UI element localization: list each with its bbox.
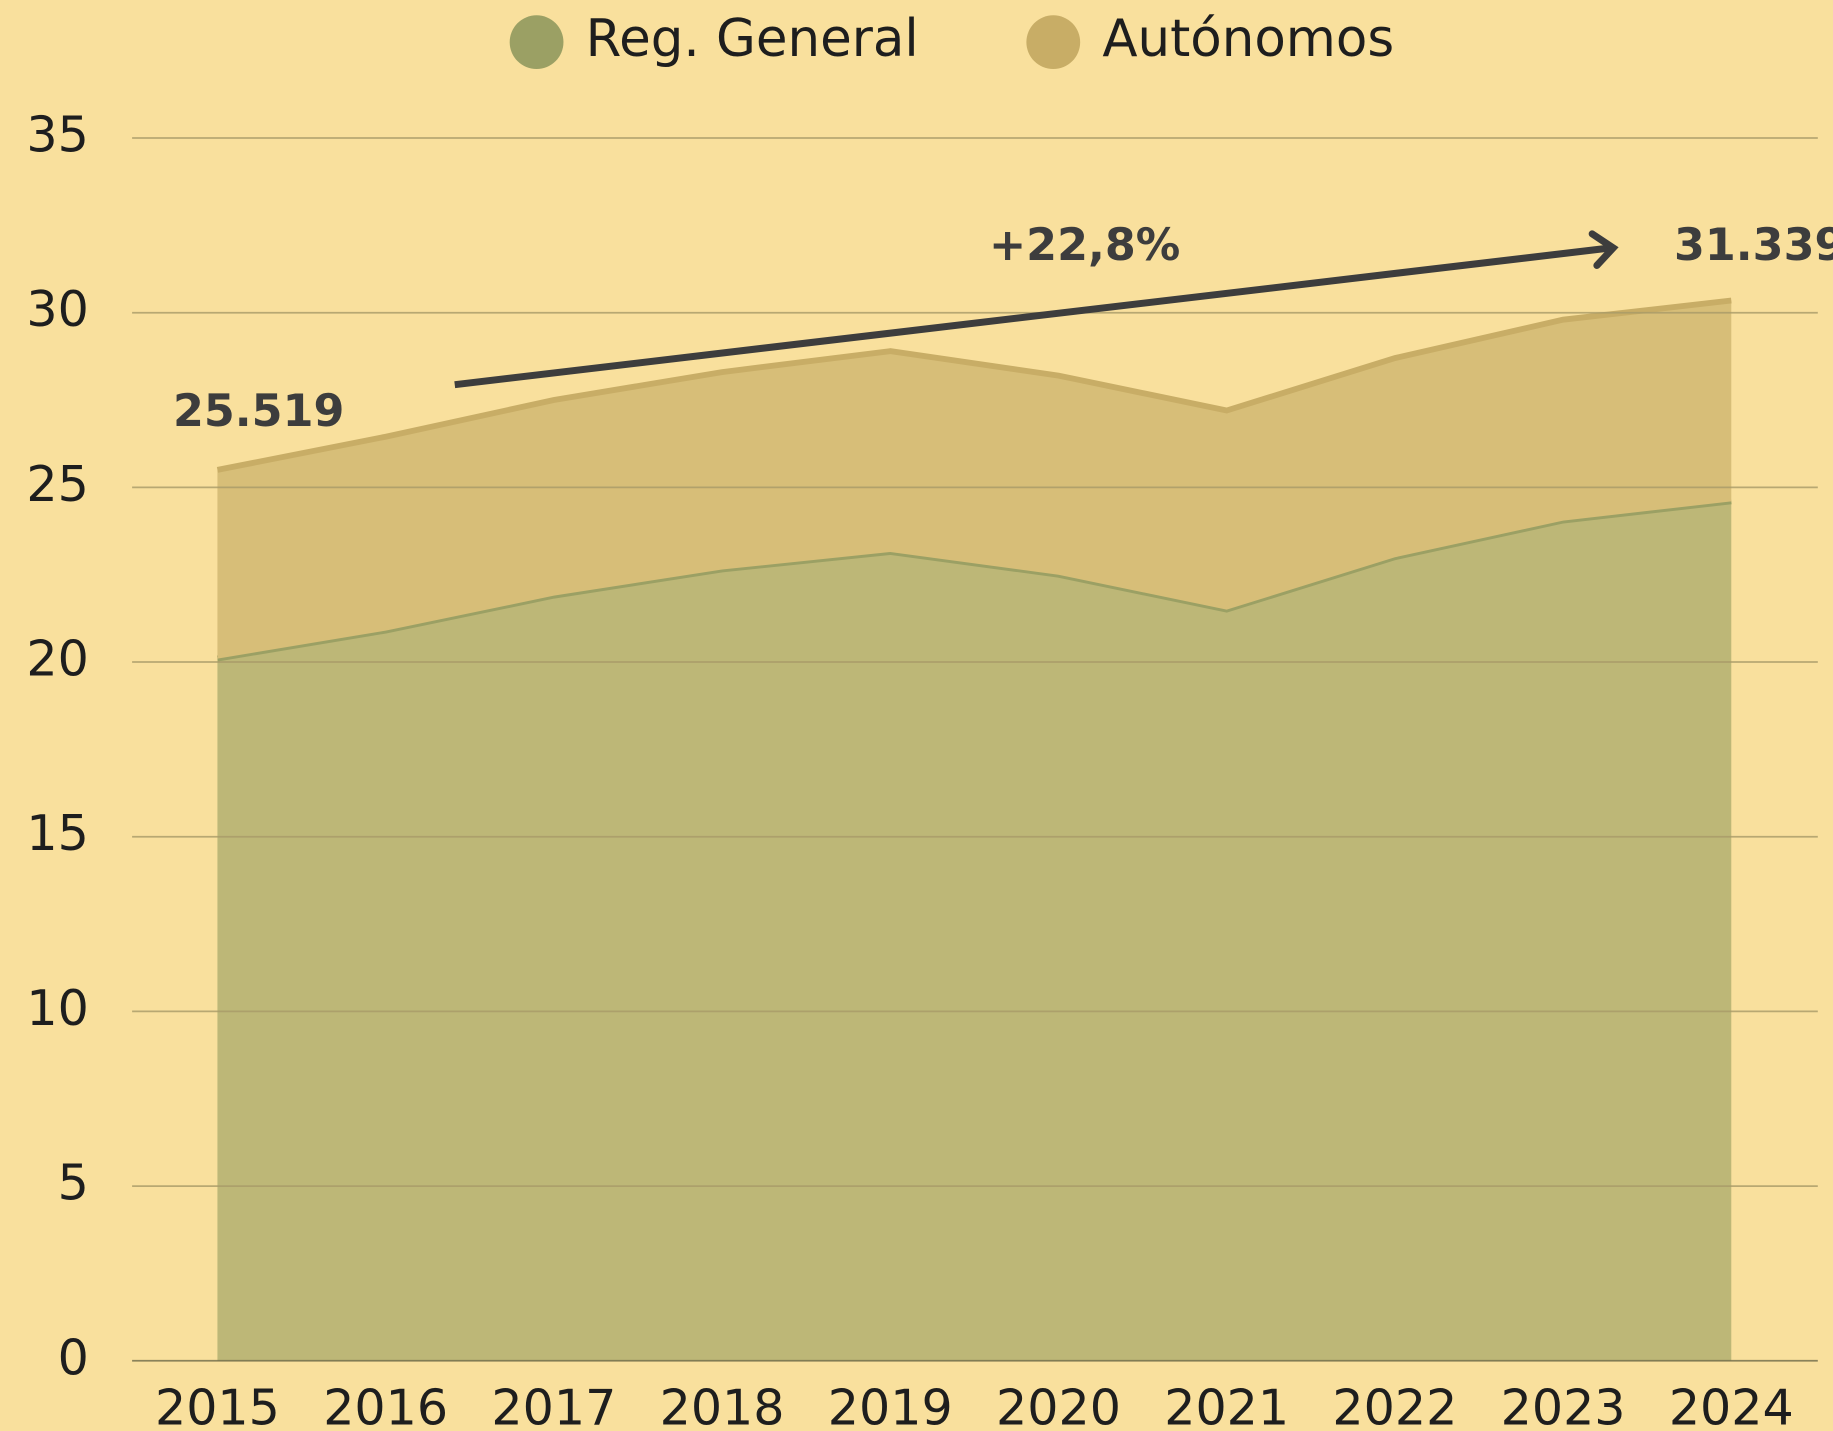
plot [132, 137, 1818, 1362]
legend-swatch [509, 15, 564, 70]
legend-label: Autónomos [1102, 9, 1394, 69]
x-tick-label: 2017 [491, 1379, 616, 1431]
x-tick-label: 2016 [323, 1379, 448, 1431]
x-tick-label: 2022 [1332, 1379, 1457, 1431]
x-tick-label: 2023 [1501, 1379, 1626, 1431]
annotation: 25.519 [173, 386, 344, 437]
area [217, 300, 1732, 659]
trend-arrow [454, 244, 1612, 389]
legend-swatch [1026, 15, 1081, 70]
y-tick-label: 30 [26, 280, 88, 338]
area-line [216, 297, 1732, 473]
x-tick-label: 2021 [1164, 1379, 1289, 1431]
x-tick-label: 2019 [828, 1379, 953, 1431]
y-tick-label: 25 [26, 455, 88, 513]
y-tick-label: 20 [26, 630, 88, 688]
area [217, 501, 1732, 1361]
y-tick-label: 0 [58, 1328, 89, 1386]
annotation: +22,8% [989, 220, 1180, 271]
y-tick-label: 35 [26, 106, 88, 164]
x-tick-label: 2024 [1669, 1379, 1794, 1431]
y-tick-label: 5 [58, 1154, 89, 1212]
y-tick-label: 10 [26, 979, 88, 1037]
x-tick-label: 2020 [996, 1379, 1121, 1431]
annotation: 31.339 [1674, 220, 1833, 271]
x-tick-label: 2018 [660, 1379, 785, 1431]
x-tick-label: 2015 [155, 1379, 280, 1431]
y-tick-label: 15 [26, 804, 88, 862]
legend-label: Reg. General [586, 9, 919, 69]
arrow-head [1588, 230, 1619, 269]
